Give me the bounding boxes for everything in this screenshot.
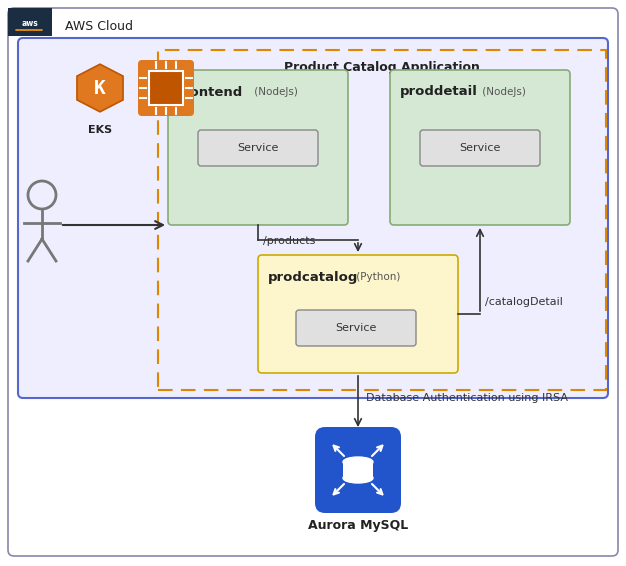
Text: aws: aws [22,19,38,28]
FancyBboxPatch shape [138,60,194,116]
Text: Service: Service [237,143,279,153]
Polygon shape [77,64,123,112]
Text: AWS Cloud: AWS Cloud [65,19,133,32]
Text: (Python): (Python) [353,272,401,282]
Text: Aurora MySQL: Aurora MySQL [308,520,408,533]
Text: frontend: frontend [178,85,244,98]
Text: Database Authentication using IRSA: Database Authentication using IRSA [366,393,568,403]
FancyBboxPatch shape [390,70,570,225]
Text: Service: Service [336,323,377,333]
FancyBboxPatch shape [420,130,540,166]
Text: Product Catalog Application: Product Catalog Application [284,62,480,75]
Ellipse shape [343,457,373,467]
FancyBboxPatch shape [258,255,458,373]
Text: (NodeJs): (NodeJs) [479,87,526,97]
Text: Service: Service [459,143,501,153]
Text: K: K [94,79,106,97]
Text: /products: /products [263,236,316,246]
FancyBboxPatch shape [149,71,183,105]
Text: prodcatalog: prodcatalog [268,271,358,284]
FancyBboxPatch shape [198,130,318,166]
FancyBboxPatch shape [296,310,416,346]
Ellipse shape [343,473,373,483]
FancyBboxPatch shape [8,8,618,556]
Text: /catalogDetail: /catalogDetail [485,297,563,307]
FancyBboxPatch shape [18,38,608,398]
FancyBboxPatch shape [315,427,401,513]
FancyBboxPatch shape [168,70,348,225]
Text: proddetail: proddetail [400,85,478,98]
FancyBboxPatch shape [343,462,373,478]
FancyBboxPatch shape [8,8,52,36]
Text: (NodeJs): (NodeJs) [251,87,298,97]
Text: EKS: EKS [88,125,112,135]
